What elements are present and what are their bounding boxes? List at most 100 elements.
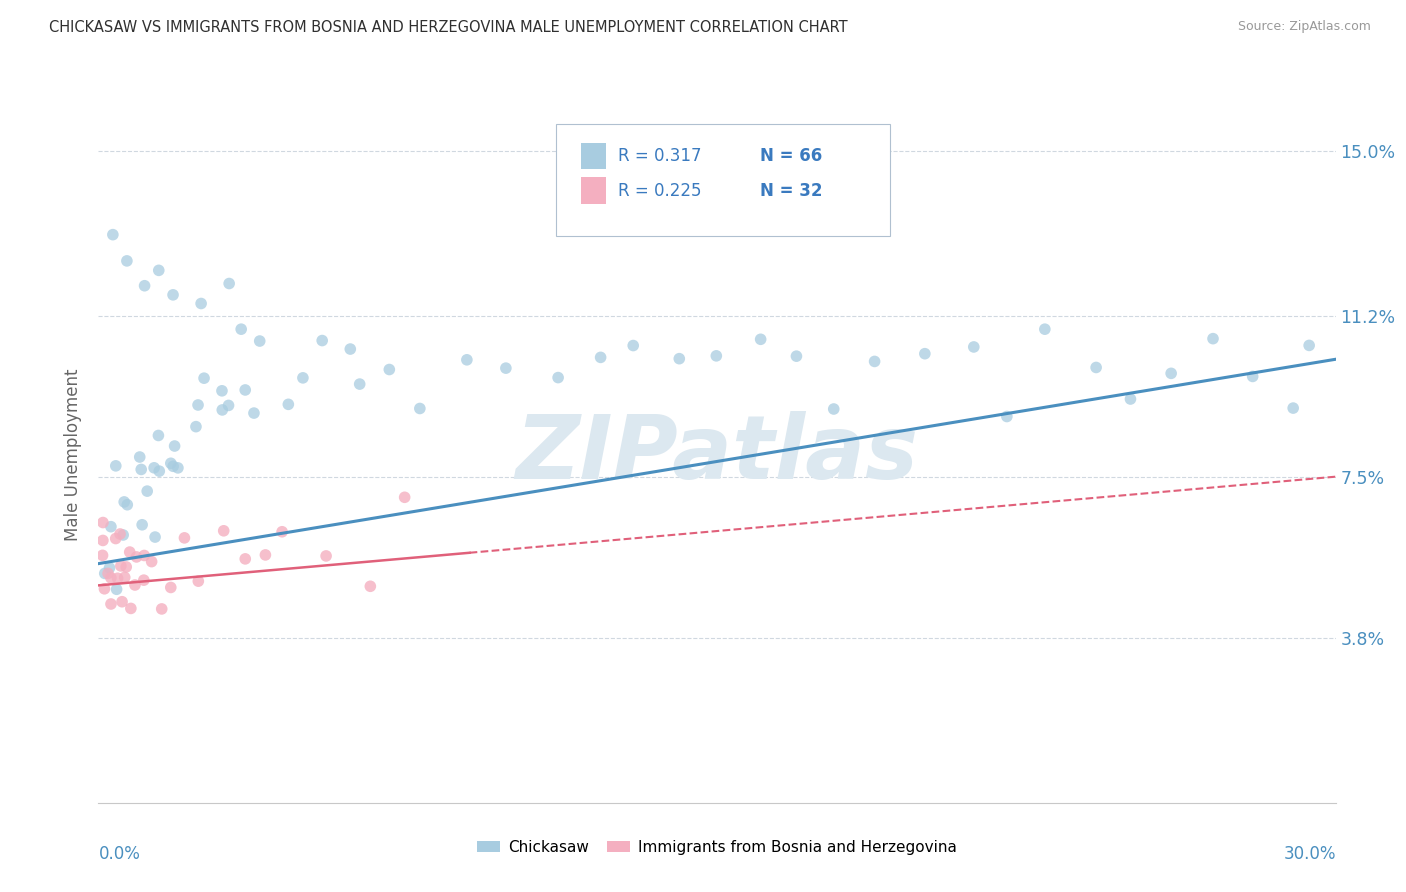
- Point: [963, 340, 986, 354]
- Point: [134, 278, 156, 293]
- Point: [249, 334, 271, 348]
- Point: [143, 530, 166, 544]
- Point: [1033, 322, 1056, 336]
- Point: [91, 516, 114, 530]
- Point: [863, 354, 886, 368]
- Point: [291, 371, 314, 385]
- Point: [112, 528, 135, 542]
- Point: [495, 361, 517, 376]
- Point: [117, 498, 139, 512]
- Point: [823, 402, 845, 417]
- Point: [378, 362, 401, 376]
- Legend: Chickasaw, Immigrants from Bosnia and Herzegovina: Chickasaw, Immigrants from Bosnia and He…: [471, 834, 963, 862]
- Point: [173, 531, 195, 545]
- Point: [97, 566, 120, 581]
- Point: [254, 548, 277, 562]
- Point: [105, 582, 128, 597]
- Point: [150, 602, 173, 616]
- Point: [190, 296, 212, 310]
- FancyBboxPatch shape: [557, 124, 890, 235]
- Text: CHICKASAW VS IMMIGRANTS FROM BOSNIA AND HERZEGOVINA MALE UNEMPLOYMENT CORRELATIO: CHICKASAW VS IMMIGRANTS FROM BOSNIA AND …: [49, 20, 848, 35]
- Point: [115, 560, 138, 574]
- Point: [111, 595, 134, 609]
- Point: [1119, 392, 1142, 406]
- Point: [1160, 367, 1182, 381]
- Point: [93, 566, 115, 581]
- Text: 30.0%: 30.0%: [1284, 845, 1336, 863]
- Point: [668, 351, 690, 366]
- Point: [163, 439, 186, 453]
- Point: [1282, 401, 1305, 415]
- Point: [231, 322, 253, 336]
- Point: [456, 352, 478, 367]
- Point: [277, 397, 299, 411]
- Point: [339, 342, 361, 356]
- Text: N = 66: N = 66: [761, 147, 823, 165]
- Point: [148, 464, 170, 478]
- Point: [1202, 332, 1225, 346]
- Point: [315, 549, 337, 563]
- Point: [621, 338, 644, 352]
- Point: [159, 456, 181, 470]
- Point: [211, 384, 233, 398]
- Text: R = 0.317: R = 0.317: [619, 147, 702, 165]
- Point: [107, 571, 129, 585]
- Point: [785, 349, 807, 363]
- Bar: [581, 143, 606, 169]
- Point: [547, 370, 569, 384]
- Point: [271, 524, 294, 539]
- Point: [108, 527, 131, 541]
- Text: ZIPatlas: ZIPatlas: [516, 411, 918, 499]
- Y-axis label: Male Unemployment: Male Unemployment: [63, 368, 82, 541]
- Point: [143, 460, 166, 475]
- Point: [159, 581, 181, 595]
- Point: [187, 574, 209, 589]
- Point: [101, 227, 124, 242]
- Point: [243, 406, 266, 420]
- Point: [1085, 360, 1108, 375]
- Point: [114, 570, 136, 584]
- Point: [167, 461, 190, 475]
- Point: [148, 263, 170, 277]
- Point: [148, 428, 170, 442]
- Point: [233, 383, 256, 397]
- Point: [187, 398, 209, 412]
- Point: [589, 351, 612, 365]
- Text: R = 0.225: R = 0.225: [619, 182, 702, 200]
- Point: [184, 419, 207, 434]
- Point: [704, 349, 727, 363]
- Point: [141, 555, 163, 569]
- Text: N = 32: N = 32: [761, 182, 823, 200]
- Point: [124, 578, 146, 592]
- Point: [98, 561, 121, 575]
- Text: Source: ZipAtlas.com: Source: ZipAtlas.com: [1237, 20, 1371, 33]
- Point: [91, 533, 114, 548]
- Point: [134, 549, 156, 563]
- Point: [212, 524, 235, 538]
- Point: [129, 462, 152, 476]
- Point: [125, 549, 148, 564]
- Point: [104, 532, 127, 546]
- Point: [132, 573, 155, 587]
- Text: 0.0%: 0.0%: [98, 845, 141, 863]
- Point: [118, 545, 141, 559]
- Point: [131, 517, 153, 532]
- Point: [100, 571, 122, 585]
- Point: [311, 334, 333, 348]
- Point: [233, 552, 256, 566]
- Point: [218, 277, 240, 291]
- Point: [193, 371, 215, 385]
- Point: [1298, 338, 1320, 352]
- Point: [394, 491, 416, 505]
- Point: [128, 450, 150, 464]
- Point: [211, 403, 233, 417]
- Point: [120, 601, 142, 615]
- Point: [100, 519, 122, 533]
- Point: [93, 582, 115, 596]
- Point: [995, 409, 1018, 424]
- Point: [115, 253, 138, 268]
- Point: [104, 458, 127, 473]
- Point: [218, 399, 240, 413]
- Point: [1241, 369, 1264, 384]
- Point: [110, 558, 132, 573]
